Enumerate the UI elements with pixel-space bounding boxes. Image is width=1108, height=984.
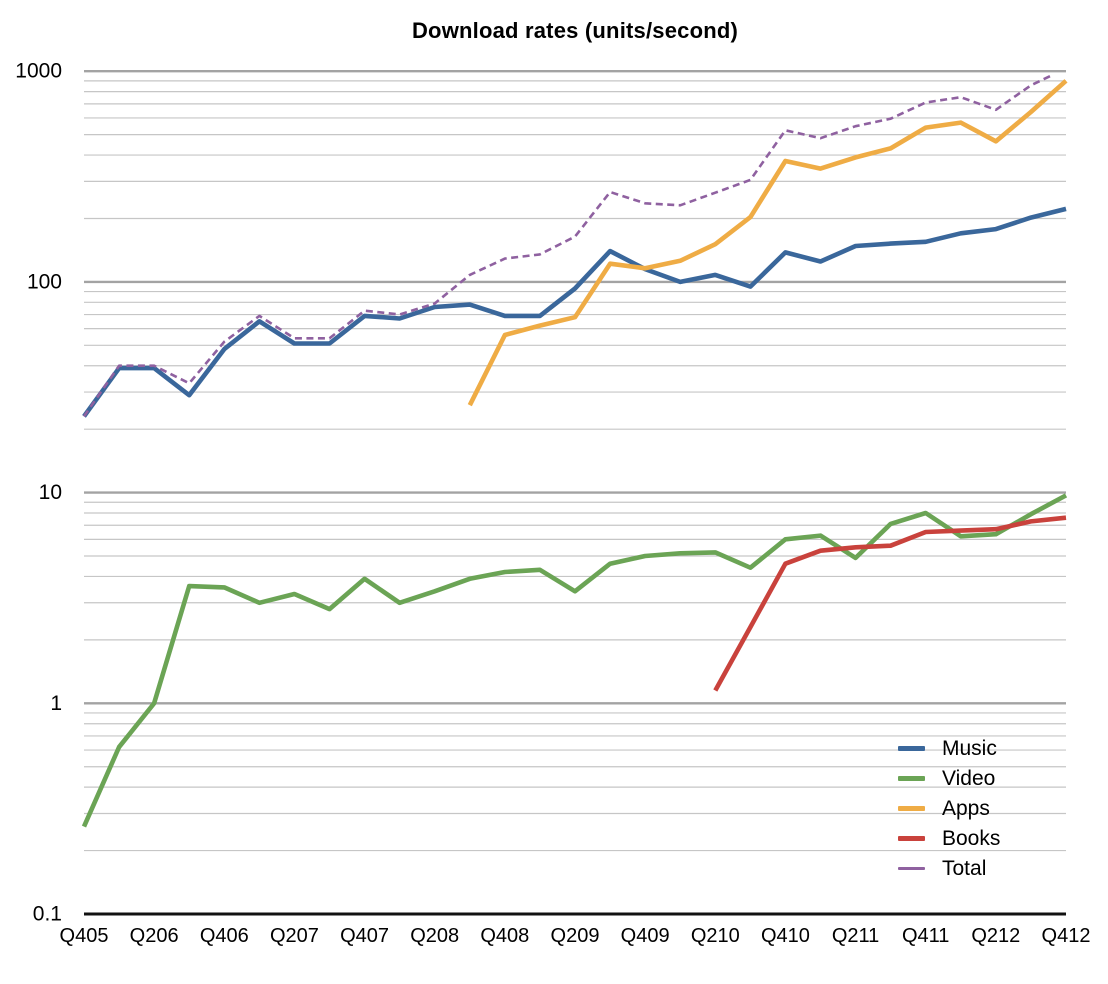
legend: Music Video Apps Books Total <box>898 733 1000 883</box>
x-axis-label: Q412 <box>1042 925 1091 947</box>
series-line-books <box>713 515 1067 692</box>
x-axis-label: Q407 <box>340 925 389 947</box>
x-axis-label: Q408 <box>480 925 529 947</box>
legend-item-books: Books <box>898 823 1000 853</box>
x-axis-label: Q207 <box>270 925 319 947</box>
x-axis-label: Q209 <box>551 925 600 947</box>
x-axis-label: Q211 <box>832 925 879 947</box>
legend-label-books: Books <box>942 826 1001 850</box>
x-axis-label: Q206 <box>130 925 179 947</box>
legend-swatch-books <box>898 835 925 841</box>
legend-item-music: Music <box>898 733 1000 763</box>
y-axis-label: 10 <box>39 481 62 504</box>
chart-title: Download rates (units/second) <box>411 18 739 43</box>
x-axis-label: Q409 <box>621 925 670 947</box>
y-axis-label: 1 <box>50 692 62 715</box>
y-axis-label: 0.1 <box>33 903 62 926</box>
legend-swatch-video <box>898 775 925 781</box>
series-line-total <box>82 74 1051 418</box>
y-axis-label: 1000 <box>15 60 62 83</box>
series-line-music <box>82 206 1067 418</box>
legend-swatch-music <box>898 745 925 751</box>
x-axis-label: Q410 <box>761 925 810 947</box>
series-line-video <box>81 493 1068 828</box>
legend-item-total: Total <box>898 853 1000 883</box>
legend-item-video: Video <box>898 763 1000 793</box>
y-axis-label: 100 <box>27 270 62 293</box>
legend-label-video: Video <box>942 766 996 790</box>
x-axis-label: Q406 <box>200 925 249 947</box>
x-axis-label: Q405 <box>60 925 109 947</box>
x-axis-label: Q411 <box>902 925 949 947</box>
x-axis-label: Q210 <box>691 925 740 947</box>
legend-swatch-apps <box>898 805 925 811</box>
x-axis-label: Q208 <box>410 925 459 947</box>
legend-label-music: Music <box>942 736 997 760</box>
legend-label-apps: Apps <box>942 796 990 820</box>
legend-swatch-total <box>898 866 925 870</box>
legend-label-total: Total <box>942 856 987 880</box>
x-axis-label: Q212 <box>971 925 1020 947</box>
legend-item-apps: Apps <box>898 793 1000 823</box>
series-line-apps <box>467 79 1068 407</box>
